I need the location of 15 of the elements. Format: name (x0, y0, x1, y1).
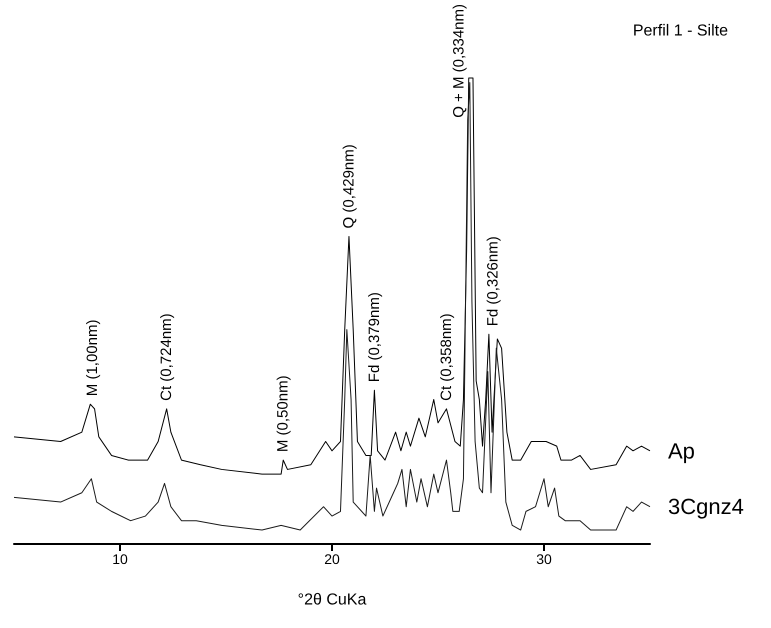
annotation: Ct (0,724nm) (158, 313, 176, 401)
x-tick-label: 20 (324, 551, 340, 567)
chart-title: Perfil 1 - Silte (632, 22, 728, 40)
annotation: M (0,50nm) (274, 375, 292, 452)
series-label: 3Cgnz4 (668, 494, 744, 520)
annotation: M (1,00nm) (84, 320, 101, 396)
annotation: Q (0,429nm) (340, 144, 358, 228)
annotation: Ct (0,358nm) (438, 313, 455, 401)
x-axis-title: °2θ CuKa (298, 592, 366, 608)
x-tick-label: 30 (536, 551, 552, 567)
annotation: Fd (0,326nm) (484, 236, 502, 326)
annotation: Fd (0,379nm) (366, 292, 383, 382)
series-label: Ap (668, 438, 695, 464)
annotation: Q + M (0,334nm) (450, 4, 468, 118)
x-tick-label: 10 (112, 551, 128, 567)
